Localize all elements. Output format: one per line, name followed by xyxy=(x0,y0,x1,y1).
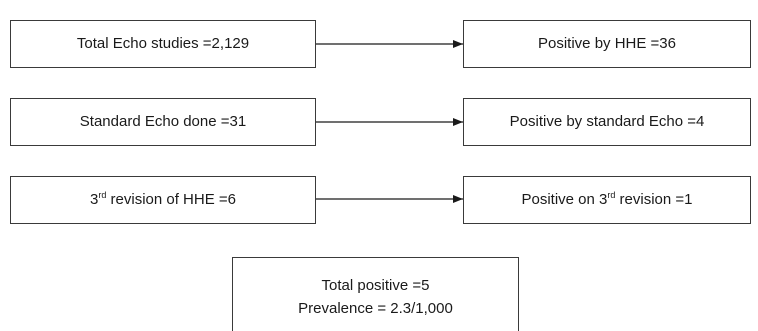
positive-by-standard-echo-box: Positive by standard Echo =4 xyxy=(463,98,751,146)
positive-by-hhe-box: Positive by HHE =36 xyxy=(463,20,751,68)
standard-echo-done-box: Standard Echo done =31 xyxy=(10,98,316,146)
box-text: Total Echo studies =2,129 xyxy=(76,35,250,52)
box-text: 3rd revision of HHE =6 xyxy=(90,190,236,209)
total-echo-studies-box: Total Echo studies =2,129 xyxy=(10,20,316,68)
box-text: Standard Echo done =31 xyxy=(79,113,247,130)
total-positive-text: Total positive =5 xyxy=(321,276,430,294)
box-text: Positive by standard Echo =4 xyxy=(509,113,705,130)
summary-box: Total positive =5 Prevalence = 2.3/1,000 xyxy=(232,257,519,331)
box-text: Positive by HHE =36 xyxy=(538,35,676,52)
box-text: Positive on 3rd revision =1 xyxy=(521,190,693,209)
third-revision-hhe-box: 3rd revision of HHE =6 xyxy=(10,176,316,224)
prevalence-text: Prevalence = 2.3/1,000 xyxy=(298,300,453,317)
positive-on-third-revision-box: Positive on 3rd revision =1 xyxy=(463,176,751,224)
